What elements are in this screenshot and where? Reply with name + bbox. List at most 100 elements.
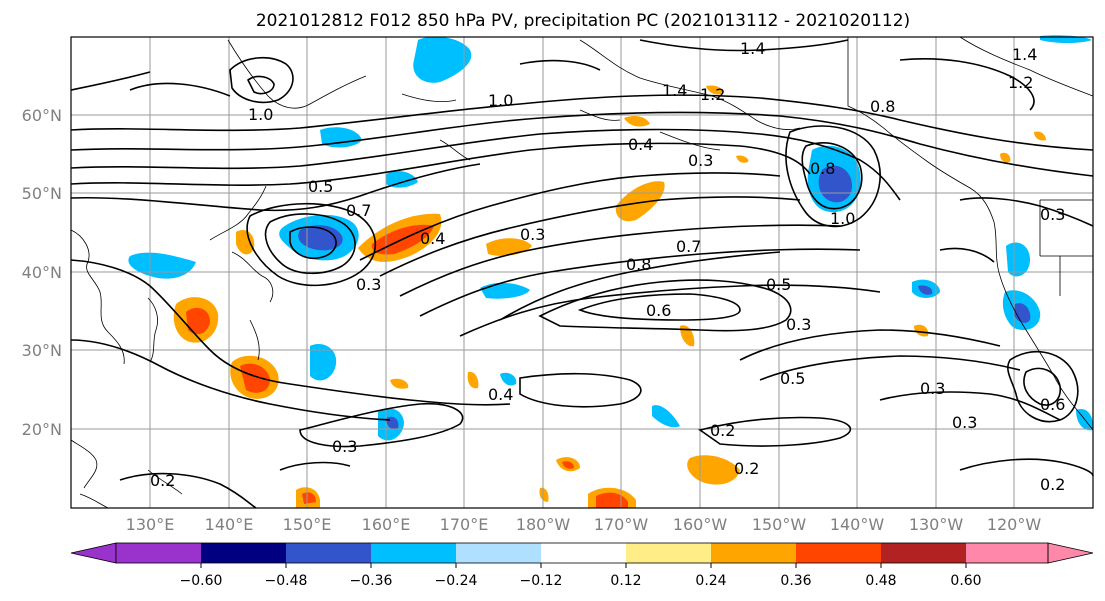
colorbar-border (115, 542, 1049, 564)
gridlines (71, 37, 1093, 508)
precip-neg-small-c (386, 171, 418, 188)
contour-label: 0.3 (952, 413, 977, 432)
precip-pos-small-i (539, 487, 549, 502)
colorbar-ticks (200, 563, 967, 568)
contour-label: 0.5 (766, 275, 791, 294)
contour-label: 1.0 (248, 105, 273, 124)
precip-pos-subtrop-c-core (302, 492, 316, 504)
colorbar-tick-label: 0.48 (865, 573, 896, 589)
lon-label: 170°W (594, 515, 649, 534)
precip-neg-small-b (320, 127, 362, 148)
colorbar-segment (711, 543, 796, 563)
precip-pos-subtrop-a-core (596, 492, 628, 508)
contour-label: 1.4 (740, 39, 765, 58)
precip-pos-small-g (467, 371, 479, 389)
lon-label: 140°W (830, 515, 885, 534)
lon-label: 160°E (362, 515, 411, 534)
precip-pos-subtrop-d-core (562, 461, 574, 469)
contour-label: 0.4 (628, 135, 653, 154)
colorbar-segment (116, 543, 201, 563)
colorbar-segment (286, 543, 371, 563)
contour-label: 0.7 (676, 237, 701, 256)
lon-label: 130°E (126, 515, 175, 534)
colorbar-tick-label: −0.12 (520, 573, 563, 589)
contour-label: 0.3 (688, 151, 713, 170)
precip-pos-east-china-core (186, 307, 210, 335)
colorbar-tick-label: −0.48 (265, 573, 308, 589)
colorbar-tick-label: −0.24 (435, 573, 478, 589)
contour-label: 0.3 (356, 275, 381, 294)
colorbar-segment (796, 543, 881, 563)
precip-pos-small-d (914, 324, 929, 337)
colorbar-segment (371, 543, 456, 563)
contour-label: 0.5 (780, 369, 805, 388)
colorbar-segment (966, 543, 1048, 563)
contour-label: 0.2 (150, 471, 175, 490)
colorbar-segment (541, 543, 626, 563)
contour-label: 0.8 (870, 97, 895, 116)
precip-neg-small-e (918, 285, 933, 295)
lat-label: 50°N (22, 184, 62, 203)
precip-neg-central (480, 282, 530, 299)
longitude-labels: 130°E 140°E 150°E 160°E 170°E 180°W 170°… (126, 515, 1042, 534)
precip-pos-small-c (624, 116, 650, 127)
precip-neg-aleutian (413, 36, 472, 83)
precip-pos-philippine-core (240, 363, 270, 393)
lon-label: 180°W (516, 515, 571, 534)
map-border (70, 36, 1094, 509)
contour-label: 0.6 (646, 301, 671, 320)
contour-label: 0.8 (810, 159, 835, 178)
contour-label: 0.5 (308, 177, 333, 196)
contour-label: 0.2 (1040, 475, 1065, 494)
contour-label: 0.4 (420, 229, 445, 248)
contour-label: 0.3 (920, 379, 945, 398)
contour-label: 0.4 (488, 385, 513, 404)
colorbar-extend-low (70, 542, 117, 564)
lat-label: 60°N (22, 106, 62, 125)
precip-pos-small-f (1000, 152, 1011, 163)
contour-label: 0.3 (332, 437, 357, 456)
contour-label: 0.3 (786, 315, 811, 334)
colorbar-segment (626, 543, 711, 563)
colorbar-extend-high (1047, 542, 1094, 564)
colorbar: −0.60 −0.48 −0.36 −0.24 −0.12 0.12 0.24 … (70, 542, 1094, 589)
contour-label: 0.3 (520, 225, 545, 244)
lon-label: 170°E (440, 515, 489, 534)
precip-neg-small-a (310, 344, 337, 381)
colorbar-segment (881, 543, 966, 563)
map-title: 2021012812 F012 850 hPa PV, precipitatio… (256, 11, 910, 31)
lon-label: 160°W (673, 515, 728, 534)
lon-label: 150°W (752, 515, 807, 534)
precip-neg-california-core (1014, 303, 1031, 323)
pv-contours (70, 39, 1094, 509)
map-panel: 1.4 1.4 1.2 1.0 1.0 1.4 1.2 0.5 0.4 0.3 … (70, 35, 1094, 509)
contour-label: 0.6 (1040, 395, 1065, 414)
contour-label: 1.0 (488, 91, 513, 110)
lat-label: 20°N (22, 420, 62, 439)
colorbar-tick-label: −0.36 (350, 573, 393, 589)
lat-label: 30°N (22, 341, 62, 360)
precip-neg-west-pacific-core (298, 225, 343, 251)
coastlines (70, 36, 1094, 509)
lon-label: 150°E (283, 515, 332, 534)
contour-label: 0.8 (626, 255, 651, 274)
contour-labels: 1.4 1.4 1.2 1.0 1.0 1.4 1.2 0.5 0.4 0.3 … (150, 39, 1065, 494)
precip-pos-small-k (1034, 131, 1046, 141)
colorbar-tick-label: 0.24 (695, 573, 726, 589)
contour-label: 0.7 (346, 201, 371, 220)
precip-pos-central-north (615, 181, 665, 222)
precip-pos-small-h (736, 155, 749, 163)
colorbar-tick-label: 0.60 (950, 573, 981, 589)
precip-neg-small-h (500, 372, 517, 386)
lon-label: 130°W (909, 515, 964, 534)
lon-label: 120°W (987, 515, 1042, 534)
contour-label: 1.0 (830, 209, 855, 228)
precip-pos-small-j (706, 85, 723, 95)
contour-label: 0.3 (1040, 205, 1065, 224)
precip-pos-small-b (680, 325, 695, 347)
contour-label: 1.4 (662, 81, 687, 100)
latitude-labels: 60°N 50°N 40°N 30°N 20°N (22, 106, 62, 439)
contour-label: 0.2 (710, 421, 735, 440)
lon-label: 140°E (205, 515, 254, 534)
